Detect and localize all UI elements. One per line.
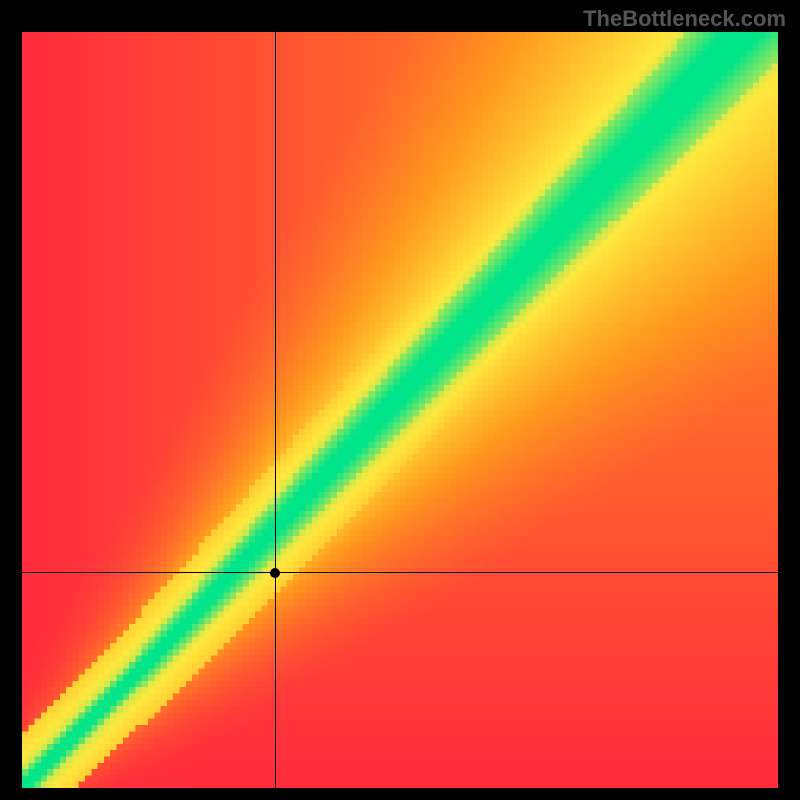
chart-container: TheBottleneck.com (0, 0, 800, 800)
crosshair-point (270, 568, 280, 578)
watermark-text: TheBottleneck.com (583, 6, 786, 32)
bottleneck-heatmap (22, 32, 778, 788)
crosshair-vertical (275, 32, 276, 788)
crosshair-horizontal (22, 572, 778, 573)
